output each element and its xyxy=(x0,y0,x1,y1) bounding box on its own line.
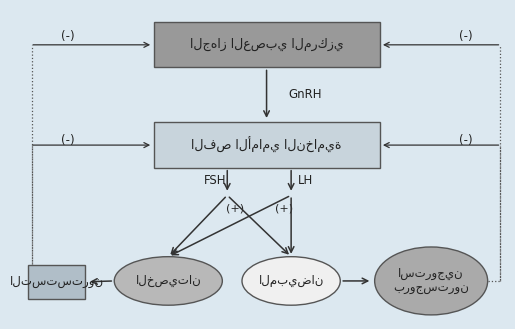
Text: (-): (-) xyxy=(459,134,472,147)
Text: الخصيتان: الخصيتان xyxy=(135,274,201,288)
Text: (-): (-) xyxy=(459,30,472,43)
Text: LH: LH xyxy=(298,174,314,187)
FancyBboxPatch shape xyxy=(28,265,85,299)
Ellipse shape xyxy=(242,257,340,305)
FancyBboxPatch shape xyxy=(153,122,380,168)
Text: التستسترون: التستسترون xyxy=(9,275,104,288)
Text: (-): (-) xyxy=(61,30,74,43)
Ellipse shape xyxy=(374,247,488,315)
Ellipse shape xyxy=(114,257,222,305)
Text: (-): (-) xyxy=(61,134,74,147)
Text: (+): (+) xyxy=(226,203,244,213)
Text: (+): (+) xyxy=(274,203,293,213)
Text: GnRH: GnRH xyxy=(289,89,322,101)
Text: الفص الأمامي النخامية: الفص الأمامي النخامية xyxy=(191,137,342,153)
Text: استروجين
بروجسترون: استروجين بروجسترون xyxy=(393,267,469,295)
FancyBboxPatch shape xyxy=(153,22,380,67)
Text: الجهاز العصبي المركزي: الجهاز العصبي المركزي xyxy=(190,38,344,51)
Text: المبيضان: المبيضان xyxy=(259,274,324,288)
Text: FSH: FSH xyxy=(204,174,226,187)
